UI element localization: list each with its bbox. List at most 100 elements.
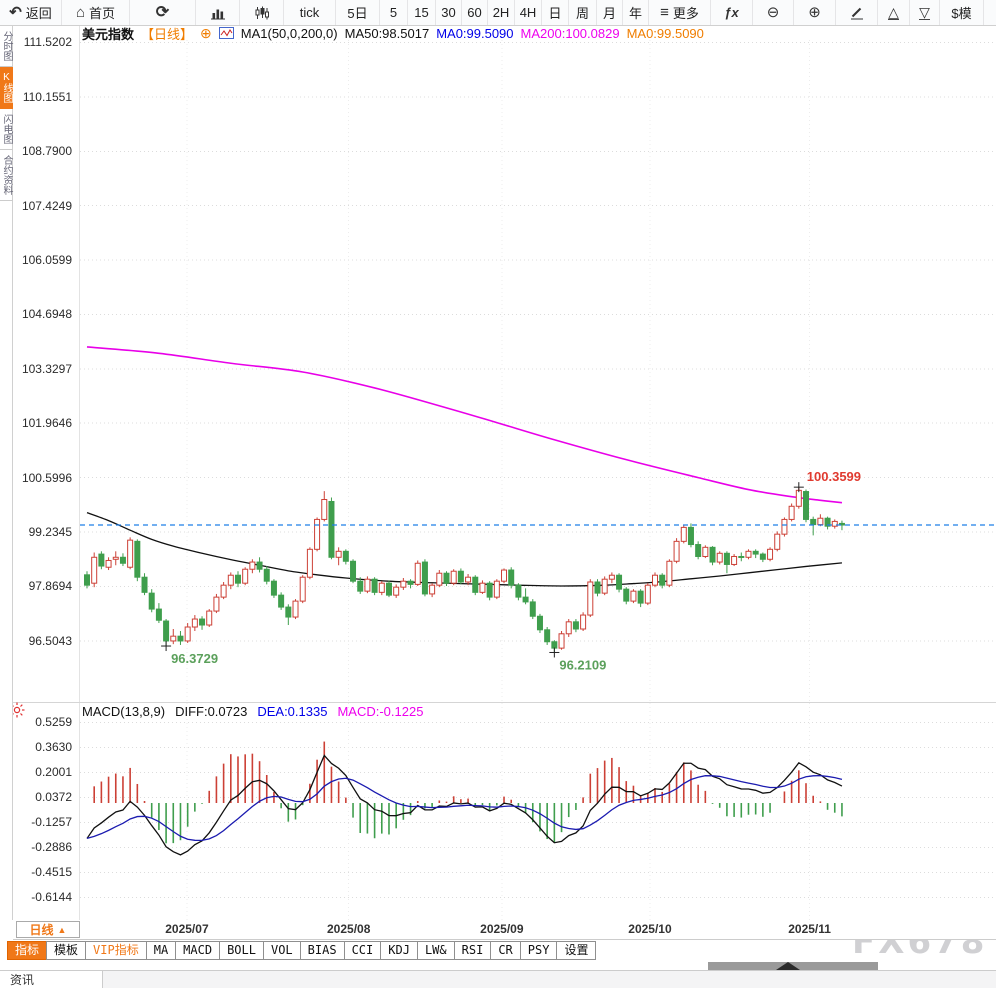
toolbar-button-label: 返回 [25, 6, 52, 21]
menu-icon: ≡ [660, 3, 669, 21]
indicator-tab-设置[interactable]: 设置 [556, 941, 597, 960]
home-icon: ⌂ [75, 3, 86, 21]
tri-down-icon: ▽ [919, 3, 930, 20]
svg-text:96.2109: 96.2109 [559, 657, 606, 672]
indicator-toolbar: 指标 模板 VIP指标 MA MACD BOLL VOL BIAS CCI KDJ LW& RSI CR… [7, 941, 597, 960]
toolbar-button-月[interactable]: 月 [597, 0, 623, 25]
toolbar-button-tick[interactable]: tick [284, 0, 336, 25]
toolbar-button-label: 5 [389, 5, 398, 20]
toolbar-button-bar-chart[interactable] [196, 0, 240, 25]
indicator-tab-MACD[interactable]: MACD [175, 941, 221, 960]
indicator-tab-PSY[interactable]: PSY [519, 941, 558, 960]
indicator-tab-CR[interactable]: CR [490, 941, 521, 960]
toolbar-button-60[interactable]: 60 [462, 0, 488, 25]
indicator-tab-VOL[interactable]: VOL [262, 941, 301, 960]
date-tick-label: 2025/07 [165, 922, 209, 936]
toolbar-button-2H[interactable]: 2H [488, 0, 515, 25]
toolbar-button-label: 60 [467, 5, 482, 20]
macd-title: MACD(13,8,9) [82, 703, 166, 719]
toolbar-button-年[interactable]: 年 [623, 0, 649, 25]
indicator-tab-指标[interactable]: 指标 [7, 941, 48, 960]
toolbar-button-label: 日 [548, 6, 562, 21]
indicator-tab-LW&[interactable]: LW& [416, 941, 455, 960]
indicator-tab-VIP指标[interactable]: VIP指标 [85, 941, 147, 960]
add-indicator-icon[interactable]: ⊕ [200, 24, 212, 41]
indicator-tab-RSI[interactable]: RSI [453, 941, 492, 960]
toolbar-button-5日[interactable]: 5日 [336, 0, 380, 25]
period-selector[interactable]: 日线 ▲ [16, 921, 80, 938]
toolbar-button-周[interactable]: 周 [569, 0, 597, 25]
toolbar-button-fx[interactable]: ƒx [711, 0, 753, 25]
indicator-tab-模板[interactable]: 模板 [46, 941, 87, 960]
indicator-tab-KDJ[interactable]: KDJ [380, 941, 418, 960]
date-tick-label: 2025/08 [327, 922, 371, 936]
chart-type-sidebar: 分时图 K线图 闪电图 合约资料 [0, 26, 13, 920]
toolbar-button-zoom-in[interactable]: ⊕ [794, 0, 836, 25]
toolbar-button-zoom-out[interactable]: ⊖ [753, 0, 794, 25]
axis-plot-divider [79, 26, 80, 920]
chevron-up-icon: ▲ [57, 924, 67, 935]
toolbar-button-label: 更多 [672, 6, 699, 21]
toolbar-button-label: tick [299, 5, 320, 20]
toolbar-button-label: 4H [519, 5, 537, 20]
toolbar-button-返回[interactable]: ↶ 返回 [0, 0, 62, 25]
date-tick-label: 2025/09 [480, 922, 524, 936]
toolbar-button-首页[interactable]: ⌂ 首页 [62, 0, 130, 25]
candlestick-chart[interactable]: 96.3729 96.2109 100.3599 [80, 40, 996, 703]
ma-settings-label: MA1(50,0,200,0) [240, 25, 338, 41]
svg-text:100.3599: 100.3599 [807, 469, 861, 484]
toolbar-button-5[interactable]: 5 [380, 0, 408, 25]
panel-drag-handle[interactable] [708, 962, 878, 970]
ma0-value-blue: MA0:99.5090 [436, 25, 514, 41]
ma0-value-orange: MA0:99.5090 [626, 25, 704, 41]
toolbar-button-$模[interactable]: $模 [940, 0, 984, 25]
toolbar-button-draw[interactable] [836, 0, 878, 25]
back-icon: ↶ [9, 3, 22, 21]
chart-legend: 美元指数 【日线】 ⊕ MA1(50,0,200,0) MA50:98.5017… [82, 24, 704, 42]
toolbar-button-4H[interactable]: 4H [515, 0, 542, 25]
toolbar-button-candle-chart[interactable] [240, 0, 284, 25]
indicator-tab-MA[interactable]: MA [145, 941, 177, 960]
sidebar-tab-分时图[interactable]: 分时图 [0, 26, 13, 67]
bottom-bar: 资讯 [0, 970, 996, 988]
macd-bar-value: MACD:-0.1225 [337, 703, 424, 719]
period-selector-label: 日线 [29, 923, 54, 937]
toolbar-button-15[interactable]: 15 [408, 0, 436, 25]
toolbar-button-30[interactable]: 30 [436, 0, 462, 25]
draw-icon [849, 6, 865, 20]
sidebar-tab-K线图[interactable]: K线图 [0, 67, 13, 109]
zoom-out-icon: ⊖ [766, 3, 780, 21]
mini-chart-icon[interactable] [218, 27, 234, 39]
toolbar-button-tri-down[interactable]: ▽ [910, 0, 940, 25]
sidebar-tab-合约资料[interactable]: 合约资料 [0, 150, 13, 201]
toolbar-button-tri-up[interactable]: △ [878, 0, 910, 25]
toolbar-button-label: 首页 [89, 6, 116, 21]
symbol-name: 美元指数 [82, 26, 135, 42]
toolbar-button-label: 月 [602, 6, 616, 21]
toolbar-button-label: 15 [414, 5, 429, 20]
toolbar-button-日[interactable]: 日 [542, 0, 569, 25]
toolbar-button-label: $模 [951, 6, 972, 21]
symbol-period: 【日线】 [141, 26, 194, 42]
date-tick-label: 2025/11 [788, 922, 831, 936]
news-tab[interactable]: 资讯 [0, 971, 103, 988]
toolbar-button-label: 年 [628, 6, 642, 21]
svg-text:96.3729: 96.3729 [171, 651, 218, 666]
toolbar-button-label: 周 [575, 6, 589, 21]
sidebar-tab-闪电图[interactable]: 闪电图 [0, 109, 13, 150]
pane-divider [0, 702, 996, 703]
indicator-tab-BIAS[interactable]: BIAS [299, 941, 345, 960]
macd-chart[interactable] [80, 703, 996, 920]
indicator-tab-BOLL[interactable]: BOLL [219, 941, 264, 960]
bar-chart-icon [210, 6, 226, 20]
date-axis: 日线 ▲ 2025/07 2025/08 2025/09 2025/10 2025/11 [13, 920, 996, 940]
ma50-value: MA50:98.5017 [344, 25, 430, 41]
top-toolbar: ↶ 返回 ⌂ 首页 ⟳ tick 5日 5 15 30 60 2H 4H 日周月年 ≡ 更多 ƒx ⊖ ⊕ △ ▽ $模 [0, 0, 996, 26]
indicator-tab-CCI[interactable]: CCI [343, 941, 382, 960]
toolbar-button-refresh[interactable]: ⟳ [130, 0, 196, 25]
toolbar-button-label: 30 [441, 5, 456, 20]
expand-arrow-icon [776, 962, 800, 970]
toolbar-button-更多[interactable]: ≡ 更多 [649, 0, 711, 25]
toolbar-button-label: 2H [492, 5, 510, 20]
